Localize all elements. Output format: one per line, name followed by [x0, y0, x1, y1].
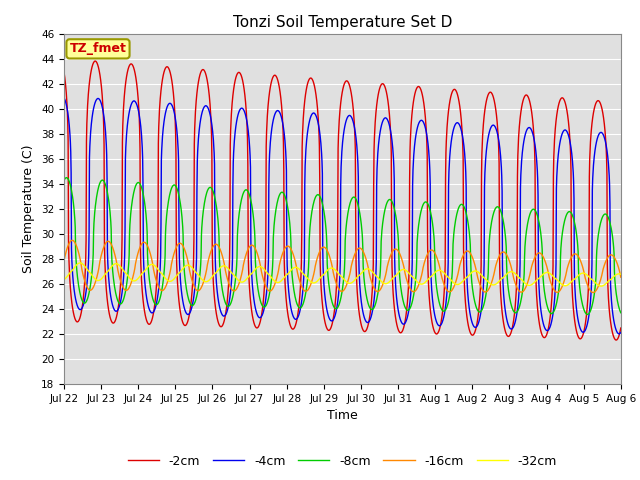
-4cm — [60, 95, 68, 101]
-32cm — [60, 276, 68, 282]
-32cm — [76, 260, 84, 266]
-16cm — [617, 275, 625, 280]
-16cm — [171, 248, 179, 254]
-32cm — [482, 276, 490, 282]
-32cm — [597, 283, 605, 289]
-2cm — [92, 58, 99, 64]
Line: -32cm: -32cm — [64, 263, 621, 286]
-4cm — [481, 162, 489, 168]
-2cm — [272, 72, 280, 78]
-2cm — [617, 325, 625, 331]
-8cm — [617, 310, 625, 316]
-16cm — [60, 258, 68, 264]
-8cm — [63, 175, 70, 180]
-4cm — [160, 119, 168, 125]
-16cm — [589, 289, 597, 295]
-2cm — [60, 69, 68, 75]
-4cm — [171, 111, 179, 117]
-16cm — [272, 279, 280, 285]
-8cm — [60, 178, 68, 183]
X-axis label: Time: Time — [327, 409, 358, 422]
-2cm — [221, 314, 229, 320]
-4cm — [543, 328, 551, 334]
Text: TZ_fmet: TZ_fmet — [70, 42, 127, 55]
-2cm — [482, 102, 490, 108]
-2cm — [171, 110, 179, 116]
-8cm — [584, 312, 591, 317]
-16cm — [482, 289, 490, 295]
-16cm — [543, 266, 551, 272]
-32cm — [617, 271, 625, 277]
-16cm — [221, 265, 229, 271]
-2cm — [161, 68, 168, 74]
-32cm — [171, 275, 179, 281]
-4cm — [617, 330, 625, 336]
-8cm — [161, 266, 168, 272]
-32cm — [161, 274, 168, 280]
-16cm — [68, 238, 76, 243]
Y-axis label: Soil Temperature (C): Soil Temperature (C) — [22, 144, 35, 273]
-8cm — [221, 299, 229, 305]
-4cm — [615, 331, 623, 337]
-32cm — [543, 269, 551, 275]
-2cm — [543, 330, 551, 336]
-8cm — [272, 209, 280, 215]
-2cm — [612, 337, 620, 343]
-16cm — [161, 286, 168, 292]
-32cm — [272, 279, 280, 285]
-8cm — [171, 182, 179, 188]
-4cm — [271, 110, 279, 116]
Line: -2cm: -2cm — [64, 61, 621, 340]
Title: Tonzi Soil Temperature Set D: Tonzi Soil Temperature Set D — [233, 15, 452, 30]
Legend: -2cm, -4cm, -8cm, -16cm, -32cm: -2cm, -4cm, -8cm, -16cm, -32cm — [123, 450, 562, 473]
Line: -16cm: -16cm — [64, 240, 621, 292]
Line: -4cm: -4cm — [64, 98, 621, 334]
Line: -8cm: -8cm — [64, 178, 621, 314]
-32cm — [221, 263, 229, 269]
-4cm — [221, 313, 228, 319]
-8cm — [543, 304, 551, 310]
-8cm — [482, 294, 490, 300]
